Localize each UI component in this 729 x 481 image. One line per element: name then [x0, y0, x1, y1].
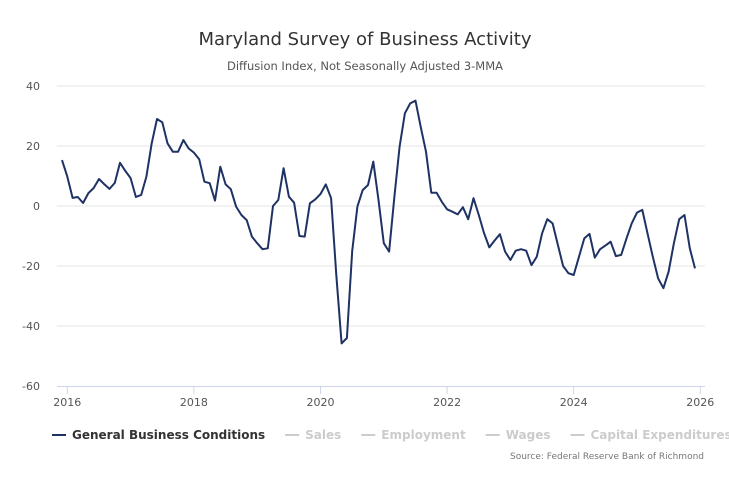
x-tick-label: 2018 — [180, 396, 208, 409]
legend-label: Capital Expenditures — [590, 428, 729, 442]
series-line-general-business-conditions[interactable] — [61, 99, 696, 345]
y-axis: 40 20 0 -20 -40 -60 — [22, 80, 40, 393]
legend: General Business Conditions Sales Employme… — [52, 428, 729, 442]
y-tick-label: -60 — [22, 380, 40, 393]
x-tick-label: 2024 — [560, 396, 588, 409]
chart-subtitle: Diffusion Index, Not Seasonally Adjusted… — [227, 59, 503, 73]
x-tick-label: 2026 — [686, 396, 714, 409]
x-tick-label: 2022 — [433, 396, 461, 409]
legend-item-capital-expenditures[interactable]: Capital Expenditures — [570, 428, 729, 442]
legend-label: General Business Conditions — [72, 428, 265, 442]
y-tick-label: 40 — [26, 80, 40, 93]
y-tick-label: -40 — [22, 320, 40, 333]
y-tick-label: -20 — [22, 260, 40, 273]
x-tick-label: 2016 — [53, 396, 81, 409]
legend-item-general-business-conditions[interactable]: General Business Conditions — [52, 428, 265, 442]
series-group — [61, 99, 696, 345]
y-tick-label: 0 — [33, 200, 40, 213]
source-credit: Source: Federal Reserve Bank of Richmond — [510, 452, 704, 462]
x-tick-label: 2020 — [307, 396, 335, 409]
legend-item-sales[interactable]: Sales — [285, 428, 341, 442]
legend-label: Employment — [381, 428, 466, 442]
legend-label: Sales — [305, 428, 341, 442]
legend-label: Wages — [506, 428, 551, 442]
x-axis: 2016 2018 2020 2022 2024 2026 — [53, 386, 714, 409]
legend-item-wages[interactable]: Wages — [485, 428, 551, 442]
y-tick-label: 20 — [26, 140, 40, 153]
gridlines — [57, 85, 705, 327]
legend-item-employment[interactable]: Employment — [361, 428, 466, 442]
chart-title: Maryland Survey of Business Activity — [198, 29, 531, 50]
